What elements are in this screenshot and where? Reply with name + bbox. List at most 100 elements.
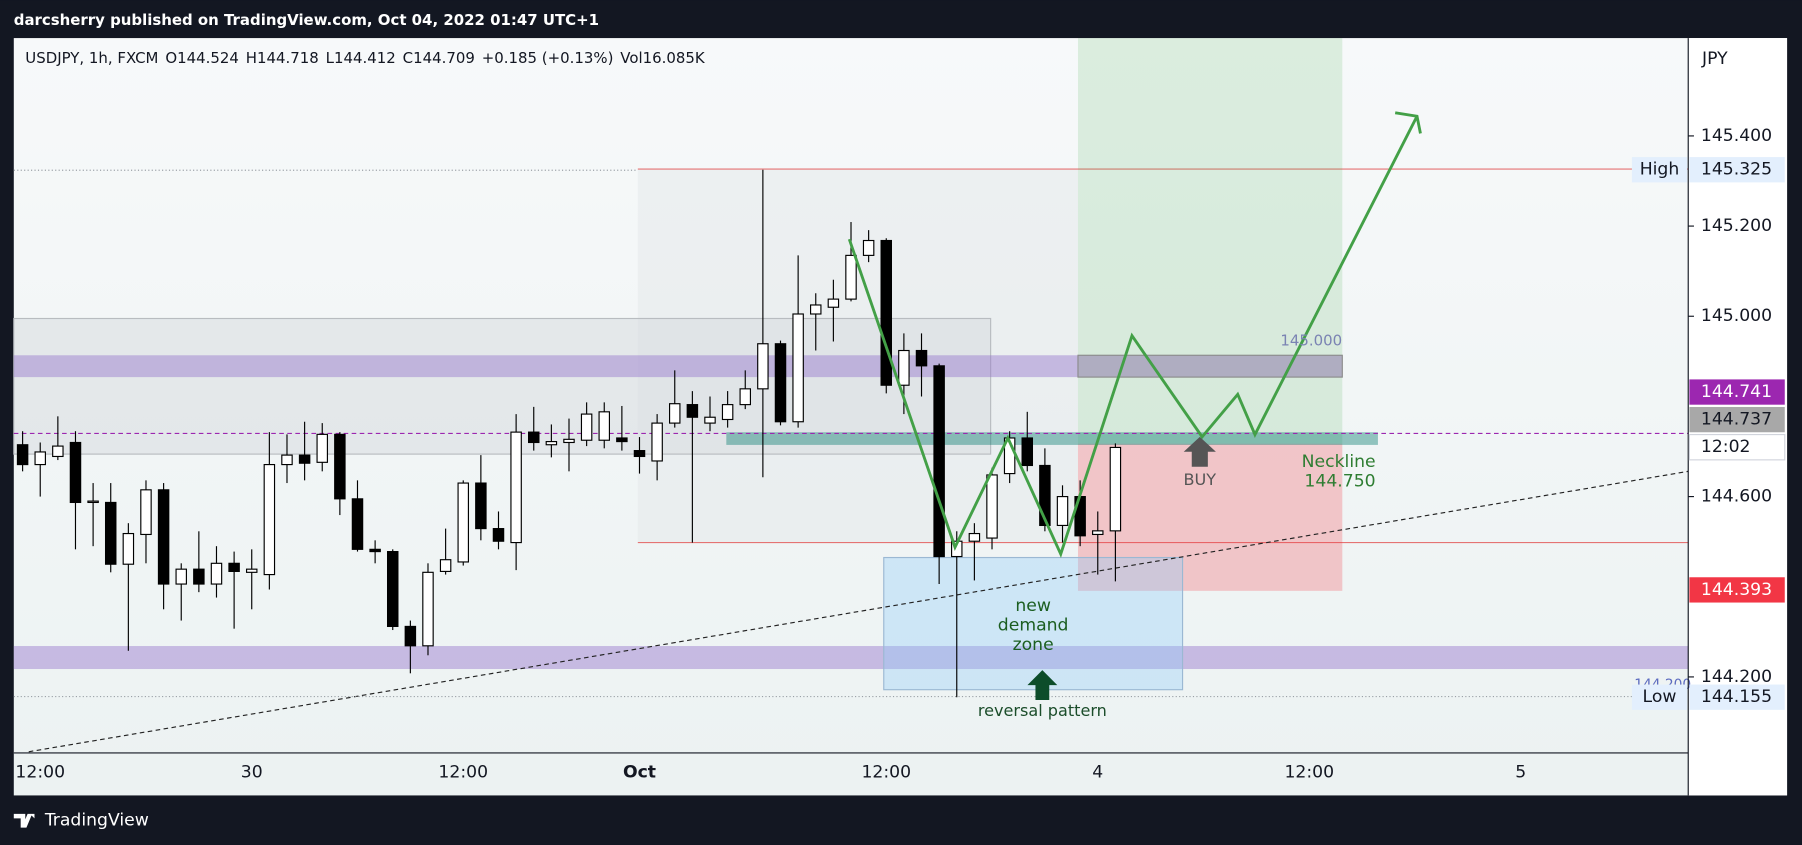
candle-body <box>774 343 787 423</box>
x-tick-label: 12:00 <box>15 762 65 782</box>
annotation: new <box>1015 596 1051 616</box>
candle-body <box>633 450 646 458</box>
target-zone <box>1077 38 1343 444</box>
y-tick-label: 144.600 <box>1701 487 1772 507</box>
candle-body <box>1039 464 1051 527</box>
x-tick-label: 12:00 <box>861 762 911 782</box>
candle-body <box>334 433 346 500</box>
candle-body <box>193 568 205 585</box>
resistance-overlay <box>1077 354 1343 378</box>
candle-body <box>157 489 170 585</box>
candle-body <box>933 365 945 558</box>
price-tag <box>1689 684 1785 710</box>
legend-value: C144.709 <box>403 49 475 67</box>
price-tag <box>1689 157 1785 183</box>
price-tag-label: 145.325 <box>1701 160 1772 180</box>
stop-zone <box>1077 443 1343 591</box>
candle-body <box>422 571 434 647</box>
y-tick-label: 145.400 <box>1701 126 1772 146</box>
publisher: darcsherry published on TradingView.com,… <box>14 11 599 29</box>
overlay <box>847 111 1422 701</box>
candle-body <box>475 482 487 530</box>
neckline-band <box>726 432 1378 445</box>
candle-body <box>175 568 187 585</box>
candle-body <box>986 474 998 539</box>
legend-value: O144.524 <box>165 49 239 67</box>
candle-body <box>545 441 558 446</box>
candle-body <box>510 431 522 544</box>
price-tag-name: High <box>1640 160 1680 180</box>
logo <box>13 813 35 828</box>
footer: TradingView <box>13 811 149 831</box>
projection-path <box>847 115 1419 559</box>
candle-body <box>1056 496 1069 527</box>
brand: TradingView <box>44 811 149 831</box>
candle-body <box>457 482 469 563</box>
y-tick-label: 144.200 <box>1701 667 1772 687</box>
y-tick-label: 145.000 <box>1701 306 1772 326</box>
candle-body <box>862 239 875 256</box>
candle-body <box>386 551 399 627</box>
candles <box>16 169 1122 698</box>
supply-zone <box>13 317 992 455</box>
x-tick-label: 12:00 <box>1284 762 1334 782</box>
candle-body <box>686 404 699 418</box>
candle-body <box>968 532 981 542</box>
candle-body <box>704 416 716 424</box>
currency: JPY <box>1701 49 1728 69</box>
candle-body <box>915 349 928 367</box>
candle-body <box>669 403 681 424</box>
annotation: 145.000 <box>1280 331 1342 349</box>
candle-body <box>122 532 135 565</box>
x-tick-label: Oct <box>623 762 656 782</box>
candle-body <box>404 625 417 647</box>
drawings <box>13 38 1689 753</box>
x-tick-label: 4 <box>1092 762 1103 782</box>
candle-body <box>492 528 505 542</box>
candle-body <box>140 489 152 536</box>
candle-body <box>87 500 99 504</box>
candle-body <box>210 562 223 585</box>
legend-value: L144.412 <box>326 49 396 67</box>
candle-body <box>845 254 857 300</box>
candle-body <box>228 562 240 572</box>
candle-body <box>16 444 29 466</box>
countdown: 12:02 <box>1701 437 1751 457</box>
candle-body <box>528 431 540 444</box>
x-tick-label: 12:00 <box>438 762 488 782</box>
legend-symbol: USDJPY, 1h, FXCM <box>25 49 158 67</box>
candle-body <box>651 422 663 462</box>
price-tag <box>1689 577 1785 603</box>
candle-body <box>827 298 840 308</box>
candle-body <box>316 433 328 463</box>
annotation: reversal pattern <box>978 701 1107 720</box>
resistance-band <box>13 355 1343 378</box>
price-tag-label: 144.737 <box>1701 410 1772 430</box>
y-tick-label: 145.200 <box>1701 216 1772 236</box>
projection-arrowhead <box>1394 111 1422 134</box>
countdown-box <box>1688 433 1786 461</box>
candle-body <box>757 343 769 390</box>
candle-body <box>34 451 46 466</box>
legend: USDJPY, 1h, FXCM O144.524 H144.718 L144.412… <box>25 49 706 67</box>
annotation: 144.750 <box>1304 472 1375 492</box>
price-tag-label: 144.155 <box>1701 687 1772 707</box>
candle-body <box>52 445 64 458</box>
price-tag <box>1689 379 1785 405</box>
candle-body <box>880 239 893 386</box>
annotation: zone <box>1013 635 1054 655</box>
candle-body <box>245 568 258 573</box>
candle-body <box>298 454 311 464</box>
x-tick-label: 5 <box>1515 762 1526 782</box>
candle-body <box>69 441 82 504</box>
candle-body <box>563 438 575 444</box>
demand-zone <box>883 556 1184 691</box>
candle-body <box>1109 446 1122 532</box>
annotation: demand <box>998 615 1069 635</box>
price-tag <box>1689 406 1785 433</box>
axes: 145.400 145.200 145.000 144.600 144.200 12:00… <box>15 126 1786 782</box>
candle-body <box>369 548 381 553</box>
trendline <box>28 470 1689 753</box>
legend-value: H144.718 <box>246 49 319 67</box>
